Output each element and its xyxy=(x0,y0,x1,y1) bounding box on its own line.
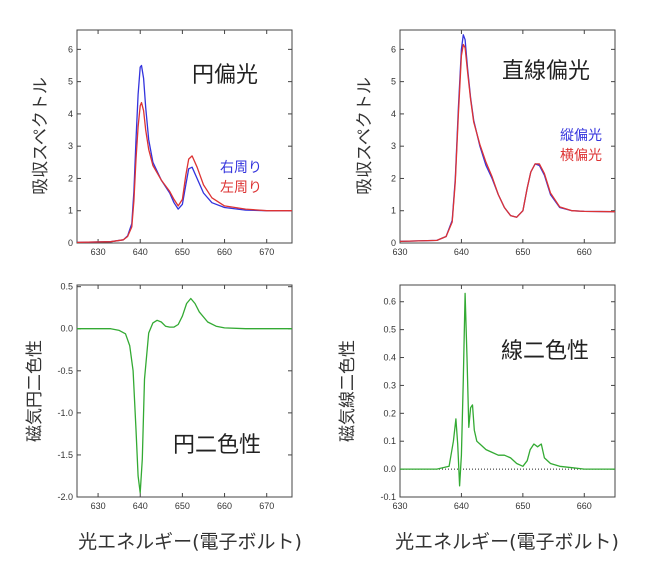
y-tick-label: 6 xyxy=(68,44,73,54)
y-tick-label: 0.6 xyxy=(383,297,396,307)
plot-frame xyxy=(76,29,293,244)
x-tick-label: 660 xyxy=(217,247,232,257)
panel-mcd: 630 640 650 660 670 0.5 0.0 -0.5 -1.0 -1.5 -2.0 円二色… xyxy=(25,282,302,553)
series-line-1 xyxy=(400,43,615,243)
x-tick-label: 650 xyxy=(175,247,190,257)
x-tick-label: 640 xyxy=(454,247,469,257)
series-line-1 xyxy=(77,101,292,243)
panel-annotation: 円偏光 xyxy=(192,63,258,88)
x-tick-label: 630 xyxy=(392,501,407,511)
y-tick-label: -1.5 xyxy=(57,450,73,460)
y-tick-label: 0.0 xyxy=(60,324,73,334)
y-tick-label: 0.2 xyxy=(383,408,396,418)
y-axis-label: 磁気線二色性 xyxy=(338,340,358,442)
x-tick-label: 640 xyxy=(133,247,148,257)
y-tick-label: 0 xyxy=(68,238,73,248)
x-axis-label: 光エネルギー(電子ボルト) xyxy=(395,531,619,553)
panel-annotation: 線二色性 xyxy=(501,339,589,364)
legend-label: 縦偏光 xyxy=(560,128,602,144)
x-tick-label: 650 xyxy=(175,501,190,511)
series-line-0 xyxy=(77,297,292,494)
y-tick-label: 1 xyxy=(68,206,73,216)
y-tick-label: 5 xyxy=(391,77,396,87)
y-tick-label: 3 xyxy=(391,141,396,151)
plot-frame xyxy=(399,29,616,244)
x-tick-label: 660 xyxy=(217,501,232,511)
y-tick-label: -0.1 xyxy=(380,492,396,502)
y-tick-label: 0.4 xyxy=(383,353,396,363)
y-tick-label: 4 xyxy=(391,109,396,119)
y-tick-label: 0 xyxy=(391,238,396,248)
plot-frame xyxy=(399,284,616,498)
x-tick-label: 670 xyxy=(259,247,274,257)
y-tick-label: 3 xyxy=(68,141,73,151)
x-tick-label: 630 xyxy=(91,247,106,257)
y-tick-label: 0.1 xyxy=(383,436,396,446)
x-tick-label: 650 xyxy=(515,501,530,511)
plot-frame xyxy=(76,284,293,498)
y-tick-label: 5 xyxy=(68,77,73,87)
y-tick-label: 2 xyxy=(68,173,73,183)
y-tick-label: 0.5 xyxy=(383,325,396,335)
panel-annotation: 円二色性 xyxy=(173,433,261,458)
x-tick-label: 660 xyxy=(577,501,592,511)
y-tick-label: 4 xyxy=(68,109,73,119)
y-tick-label: 1 xyxy=(391,206,396,216)
y-axis-label: 吸収スペクトル xyxy=(31,77,51,195)
y-tick-label: -0.5 xyxy=(57,366,73,376)
y-tick-label: -2.0 xyxy=(57,492,73,502)
x-tick-label: 630 xyxy=(392,247,407,257)
legend-label: 左周り xyxy=(220,180,262,196)
legend-label: 横偏光 xyxy=(560,148,602,164)
series-line-0 xyxy=(77,64,292,243)
x-tick-label: 640 xyxy=(133,501,148,511)
x-axis-label: 光エネルギー(電子ボルト) xyxy=(78,531,302,553)
panel-mld: 630 640 650 660 -0.1 0.0 0.1 0.2 0.3 0.4 0.5 0.6 線二色… xyxy=(338,284,619,553)
x-tick-label: 660 xyxy=(577,247,592,257)
y-tick-label: 2 xyxy=(391,173,396,183)
panel-annotation: 直線偏光 xyxy=(502,59,590,84)
y-tick-label: 0.3 xyxy=(383,380,396,390)
y-tick-label: 0.5 xyxy=(60,282,73,292)
x-tick-label: 670 xyxy=(259,501,274,511)
legend-label: 右周り xyxy=(220,160,262,176)
series-line-0 xyxy=(400,292,615,487)
x-tick-label: 630 xyxy=(91,501,106,511)
x-tick-label: 640 xyxy=(454,501,469,511)
y-axis-label: 吸収スペクトル xyxy=(355,77,375,195)
y-tick-label: 0.0 xyxy=(383,464,396,474)
y-axis-label: 磁気円二色性 xyxy=(25,340,45,442)
y-tick-label: -1.0 xyxy=(57,408,73,418)
y-tick-label: 6 xyxy=(391,44,396,54)
x-tick-label: 650 xyxy=(515,247,530,257)
